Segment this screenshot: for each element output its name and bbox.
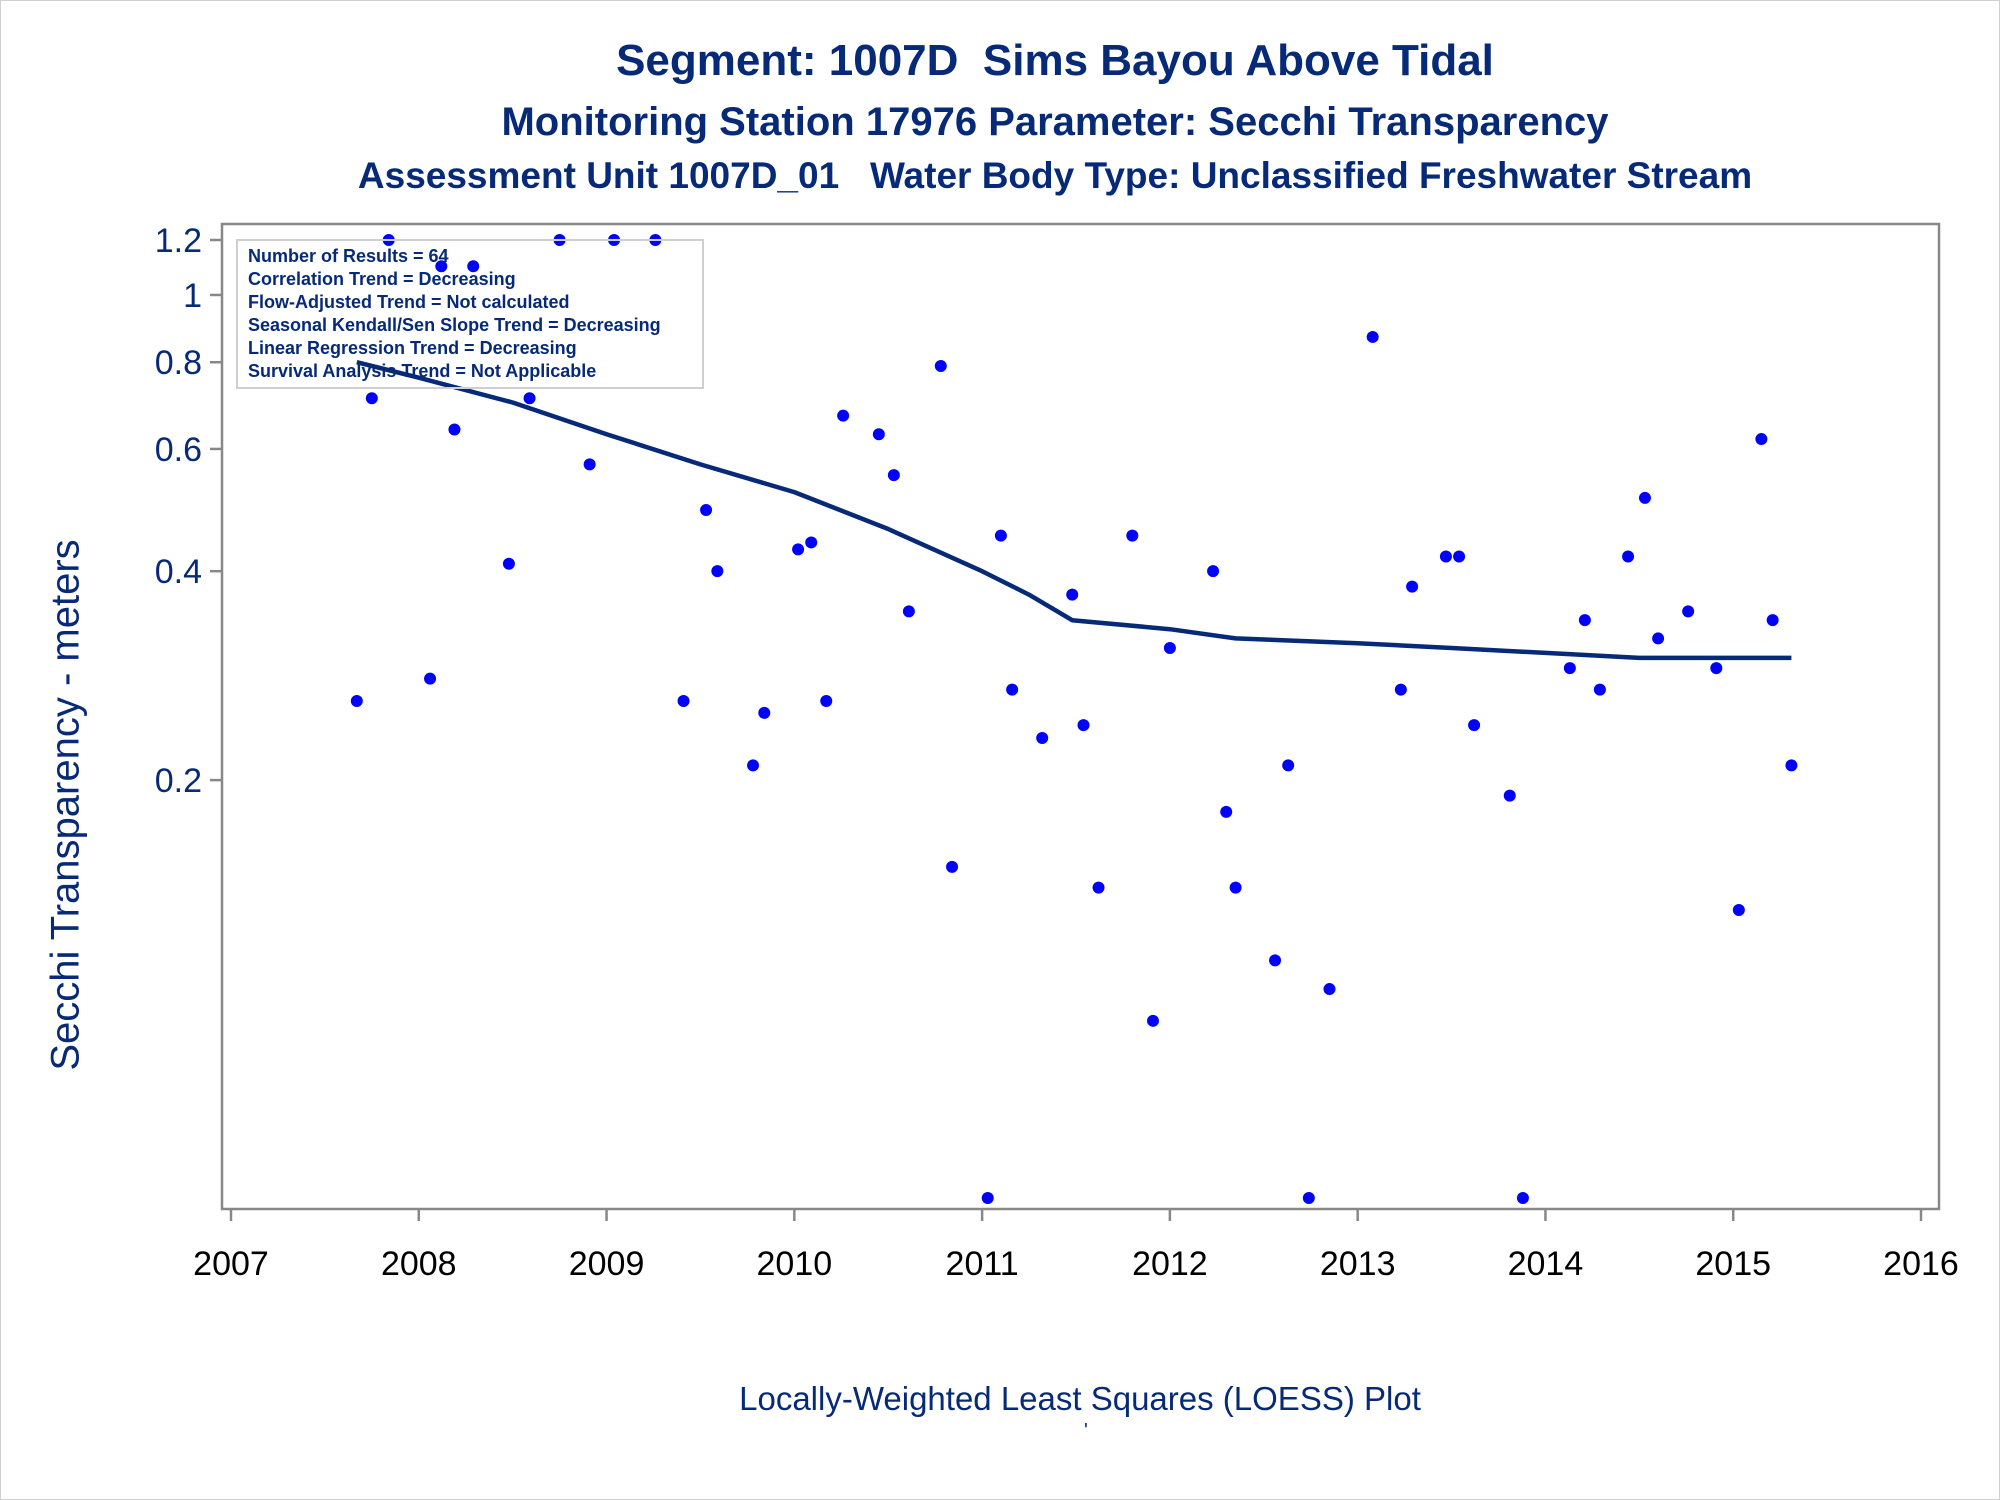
data-point [1126,529,1139,542]
stats-line: Seasonal Kendall/Sen Slope Trend = Decre… [248,315,661,335]
x-tick-label: 2011 [946,1245,1019,1283]
data-point [1638,491,1651,504]
x-tick-label: 2015 [1695,1245,1771,1283]
plot-area [220,222,1941,1211]
data-point [1453,550,1466,563]
data-point [1593,683,1606,696]
data-point [837,409,850,422]
x-tick-label: 2016 [1883,1245,1959,1283]
x-tick-label: 2012 [1132,1245,1208,1283]
y-tick-label: 1.2 [155,222,202,260]
data-point [946,860,959,873]
y-tick-label: 1 [183,277,202,315]
data-point [435,260,448,273]
loess-line [356,360,1792,661]
x-tick-label: 2013 [1320,1245,1396,1283]
data-point [583,458,596,471]
data-point [1036,731,1049,744]
data-point [1077,719,1090,732]
chart-title: Segment: 1007D Sims Bayou Above Tidal [616,36,1494,85]
data-point [872,428,885,441]
data-point [1652,632,1665,645]
chart-subtitle: Monitoring Station 17976 Parameter: Secc… [501,100,1609,144]
stats-line: Survival Analysis Trend = Not Applicable [248,361,597,381]
x-tick-label: 2008 [381,1245,457,1283]
data-point [934,360,947,373]
y-tick-label: 0.6 [155,431,202,469]
data-point [1785,759,1798,772]
data-point [994,529,1007,542]
x-tick-label: 2014 [1508,1245,1584,1283]
data-point [1006,683,1019,696]
data-point [1406,580,1419,593]
data-point [902,605,915,618]
data-point [1578,614,1591,627]
footer-caption: Locally-Weighted Least Squares (LOESS) P… [739,1380,1421,1417]
data-point [1302,1192,1315,1204]
data-point [820,695,833,708]
data-point [523,392,536,405]
data-point [1468,719,1481,732]
data-point [711,565,724,578]
data-point [1766,614,1779,627]
data-point [448,423,461,436]
data-point [1622,550,1635,563]
data-point [1229,881,1242,894]
y-axis-label: Secchi Transparency - meters [43,539,88,1071]
data-point [502,557,515,570]
stats-line: Linear Regression Trend = Decreasing [248,338,577,358]
data-point [1323,983,1336,996]
data-point [758,706,771,719]
data-point [805,536,818,549]
data-point [981,1192,994,1204]
footer-mark: ' [1084,1420,1088,1442]
data-point [467,260,480,273]
x-tick-label: 2007 [193,1245,269,1283]
data-point [1682,605,1695,618]
data-point [677,695,690,708]
y-tick-label: 0.2 [155,762,202,800]
data-point [1516,1192,1529,1204]
y-tick-label: 0.4 [155,553,202,591]
stats-box: Number of Results = 64 Correlation Trend … [236,239,704,389]
data-point [365,392,378,405]
data-point [1220,805,1233,818]
data-point [1282,759,1295,772]
data-point [1066,588,1079,601]
data-point [1710,662,1723,675]
data-point [424,672,437,685]
stats-line: Correlation Trend = Decreasing [248,269,516,289]
data-point [747,759,760,772]
data-point [1394,683,1407,696]
x-tick-label: 2010 [757,1245,833,1283]
data-point [1732,903,1745,916]
data-point [1163,642,1176,655]
data-point [1755,433,1768,446]
stats-line: Flow-Adjusted Trend = Not calculated [248,292,570,312]
x-tick-label: 2009 [569,1245,645,1283]
data-point [1092,881,1105,894]
data-point [1563,662,1576,675]
data-point [700,503,713,516]
chart-subtitle-2: Assessment Unit 1007D_01 Water Body Type… [357,155,1753,196]
y-tick-label: 0.8 [155,344,202,382]
data-point [792,543,805,556]
data-point [350,695,363,708]
data-point [1366,330,1379,343]
data-point [1207,565,1220,578]
data-point [1503,789,1516,802]
data-point [1269,954,1282,967]
data-point [1146,1014,1159,1027]
data-point [887,469,900,482]
data-point [1439,550,1452,563]
stats-line: Number of Results = 64 [248,246,449,266]
